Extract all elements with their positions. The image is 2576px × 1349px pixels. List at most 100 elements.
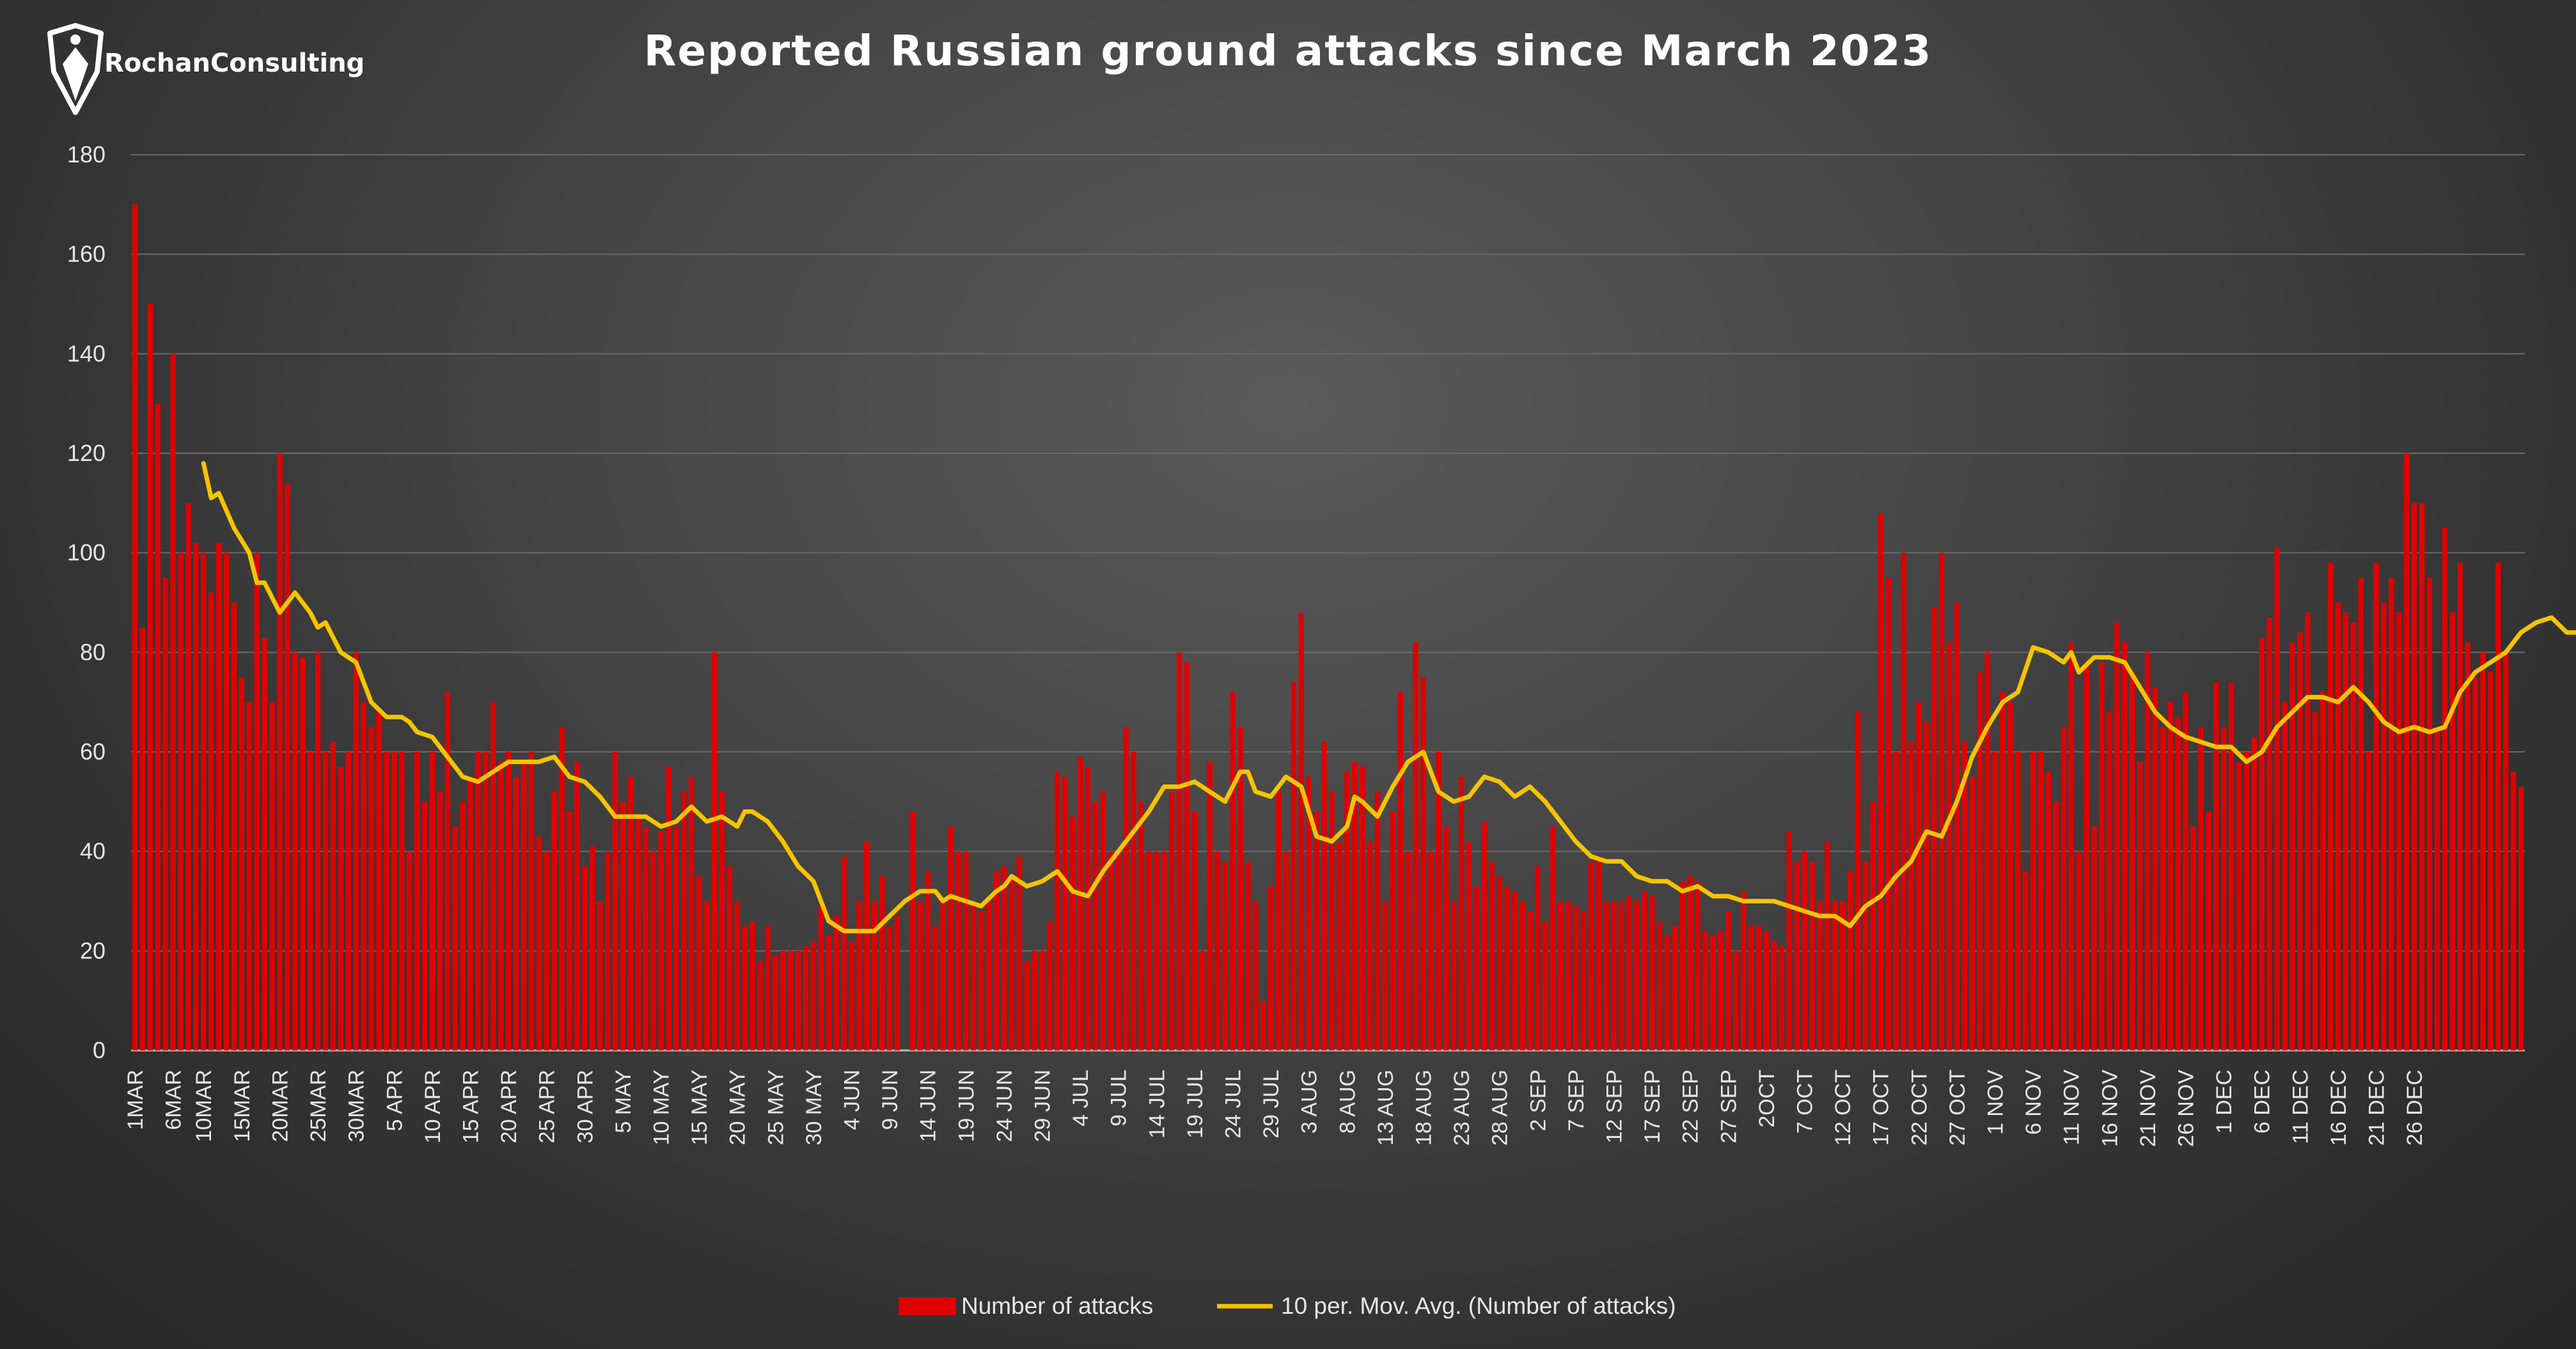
bar: [627, 776, 633, 1050]
bar: [1154, 851, 1159, 1050]
bar: [1168, 791, 1175, 1050]
bar: [2243, 752, 2250, 1050]
x-tick-label: 22 OCT: [1907, 1070, 1931, 1146]
bar: [818, 906, 824, 1050]
x-tick-label: 16 DEC: [2327, 1070, 2351, 1146]
bar: [2396, 612, 2402, 1050]
x-tick-label: 6 NOV: [2022, 1070, 2046, 1135]
bar: [368, 727, 374, 1050]
bar: [1016, 856, 1022, 1050]
x-tick-label: 1 NOV: [1984, 1070, 2008, 1135]
bar: [1702, 931, 1708, 1050]
bar: [300, 657, 306, 1050]
bar: [551, 791, 557, 1050]
bar: [1901, 552, 1906, 1050]
bar: [971, 901, 977, 1050]
bar: [2350, 622, 2356, 1050]
bar: [1512, 891, 1518, 1050]
bar: [2434, 731, 2440, 1050]
bar: [1588, 861, 1594, 1050]
x-tick-label: 20 MAY: [726, 1070, 750, 1145]
bar: [620, 801, 626, 1050]
bar: [2045, 772, 2052, 1050]
x-tick-label: 30 APR: [573, 1070, 597, 1143]
y-axis: 0 20 40 60 80 100 120 140 160 180: [67, 141, 106, 1063]
bar: [505, 752, 512, 1050]
bar: [1809, 861, 1815, 1050]
x-tick-label: 10MAR: [192, 1070, 216, 1142]
bar: [536, 836, 542, 1050]
bar: [1458, 776, 1465, 1050]
bar: [1520, 901, 1525, 1050]
bar: [1832, 901, 1838, 1050]
x-tick-label: 24 JUN: [993, 1070, 1017, 1142]
bar: [2099, 662, 2105, 1050]
bar: [2190, 826, 2196, 1050]
bar: [361, 702, 366, 1050]
bar: [1733, 951, 1739, 1050]
bar: [1687, 876, 1693, 1050]
bar: [2160, 727, 2165, 1050]
bar: [2419, 503, 2425, 1050]
bar: [2373, 563, 2379, 1050]
bar: [491, 702, 496, 1050]
bar: [2144, 652, 2151, 1050]
bar: [1039, 951, 1045, 1050]
bar: [803, 946, 809, 1050]
bar: [604, 851, 611, 1050]
bar: [2084, 662, 2089, 1050]
x-tick-label: 21 NOV: [2136, 1070, 2160, 1147]
bar: [978, 911, 984, 1050]
x-tick-label: 20 APR: [497, 1070, 521, 1143]
bar: [384, 752, 389, 1050]
bar: [223, 552, 230, 1050]
bar: [513, 776, 519, 1050]
bar: [1032, 951, 1037, 1050]
bar: [1283, 851, 1289, 1050]
bar: [917, 901, 923, 1050]
bar: [1191, 811, 1198, 1050]
bar: [1397, 692, 1403, 1050]
bar: [1885, 577, 1891, 1050]
bar: [666, 767, 671, 1050]
bar: [1428, 851, 1434, 1050]
y-tick-label: 120: [67, 440, 106, 466]
bar: [894, 916, 900, 1050]
bar: [590, 846, 595, 1050]
bar: [277, 453, 283, 1050]
bar: [2327, 563, 2334, 1050]
x-tick-label: 19 JUL: [1183, 1070, 1207, 1139]
bar: [993, 871, 1000, 1050]
bar: [2366, 752, 2371, 1050]
bar: [239, 677, 245, 1050]
bar: [2297, 632, 2303, 1050]
bar: [1413, 642, 1418, 1050]
x-tick-label: 12 SEP: [1603, 1070, 1627, 1143]
bar: [1337, 841, 1342, 1050]
bar: [711, 652, 718, 1050]
bar: [139, 627, 146, 1050]
bar: [780, 951, 786, 1050]
bar: [1024, 960, 1030, 1050]
bar: [2206, 811, 2211, 1050]
bar: [1779, 946, 1784, 1050]
x-tick-label: 26 NOV: [2174, 1070, 2199, 1147]
x-tick-label: 8 AUG: [1335, 1070, 1360, 1134]
x-tick-label: 4 JUL: [1069, 1070, 1093, 1127]
bar: [208, 592, 214, 1050]
bar: [2251, 737, 2257, 1050]
bar: [1908, 742, 1914, 1050]
bar: [1085, 767, 1091, 1050]
bar: [2183, 692, 2188, 1050]
bar: [1207, 761, 1213, 1050]
bar: [567, 811, 572, 1050]
bar: [429, 752, 436, 1050]
bar: [2220, 727, 2227, 1050]
y-tick-label: 180: [67, 141, 106, 168]
bar: [1725, 911, 1731, 1050]
bar: [452, 826, 458, 1050]
bar: [353, 652, 359, 1050]
bar: [2449, 612, 2455, 1050]
bar: [1199, 951, 1205, 1050]
